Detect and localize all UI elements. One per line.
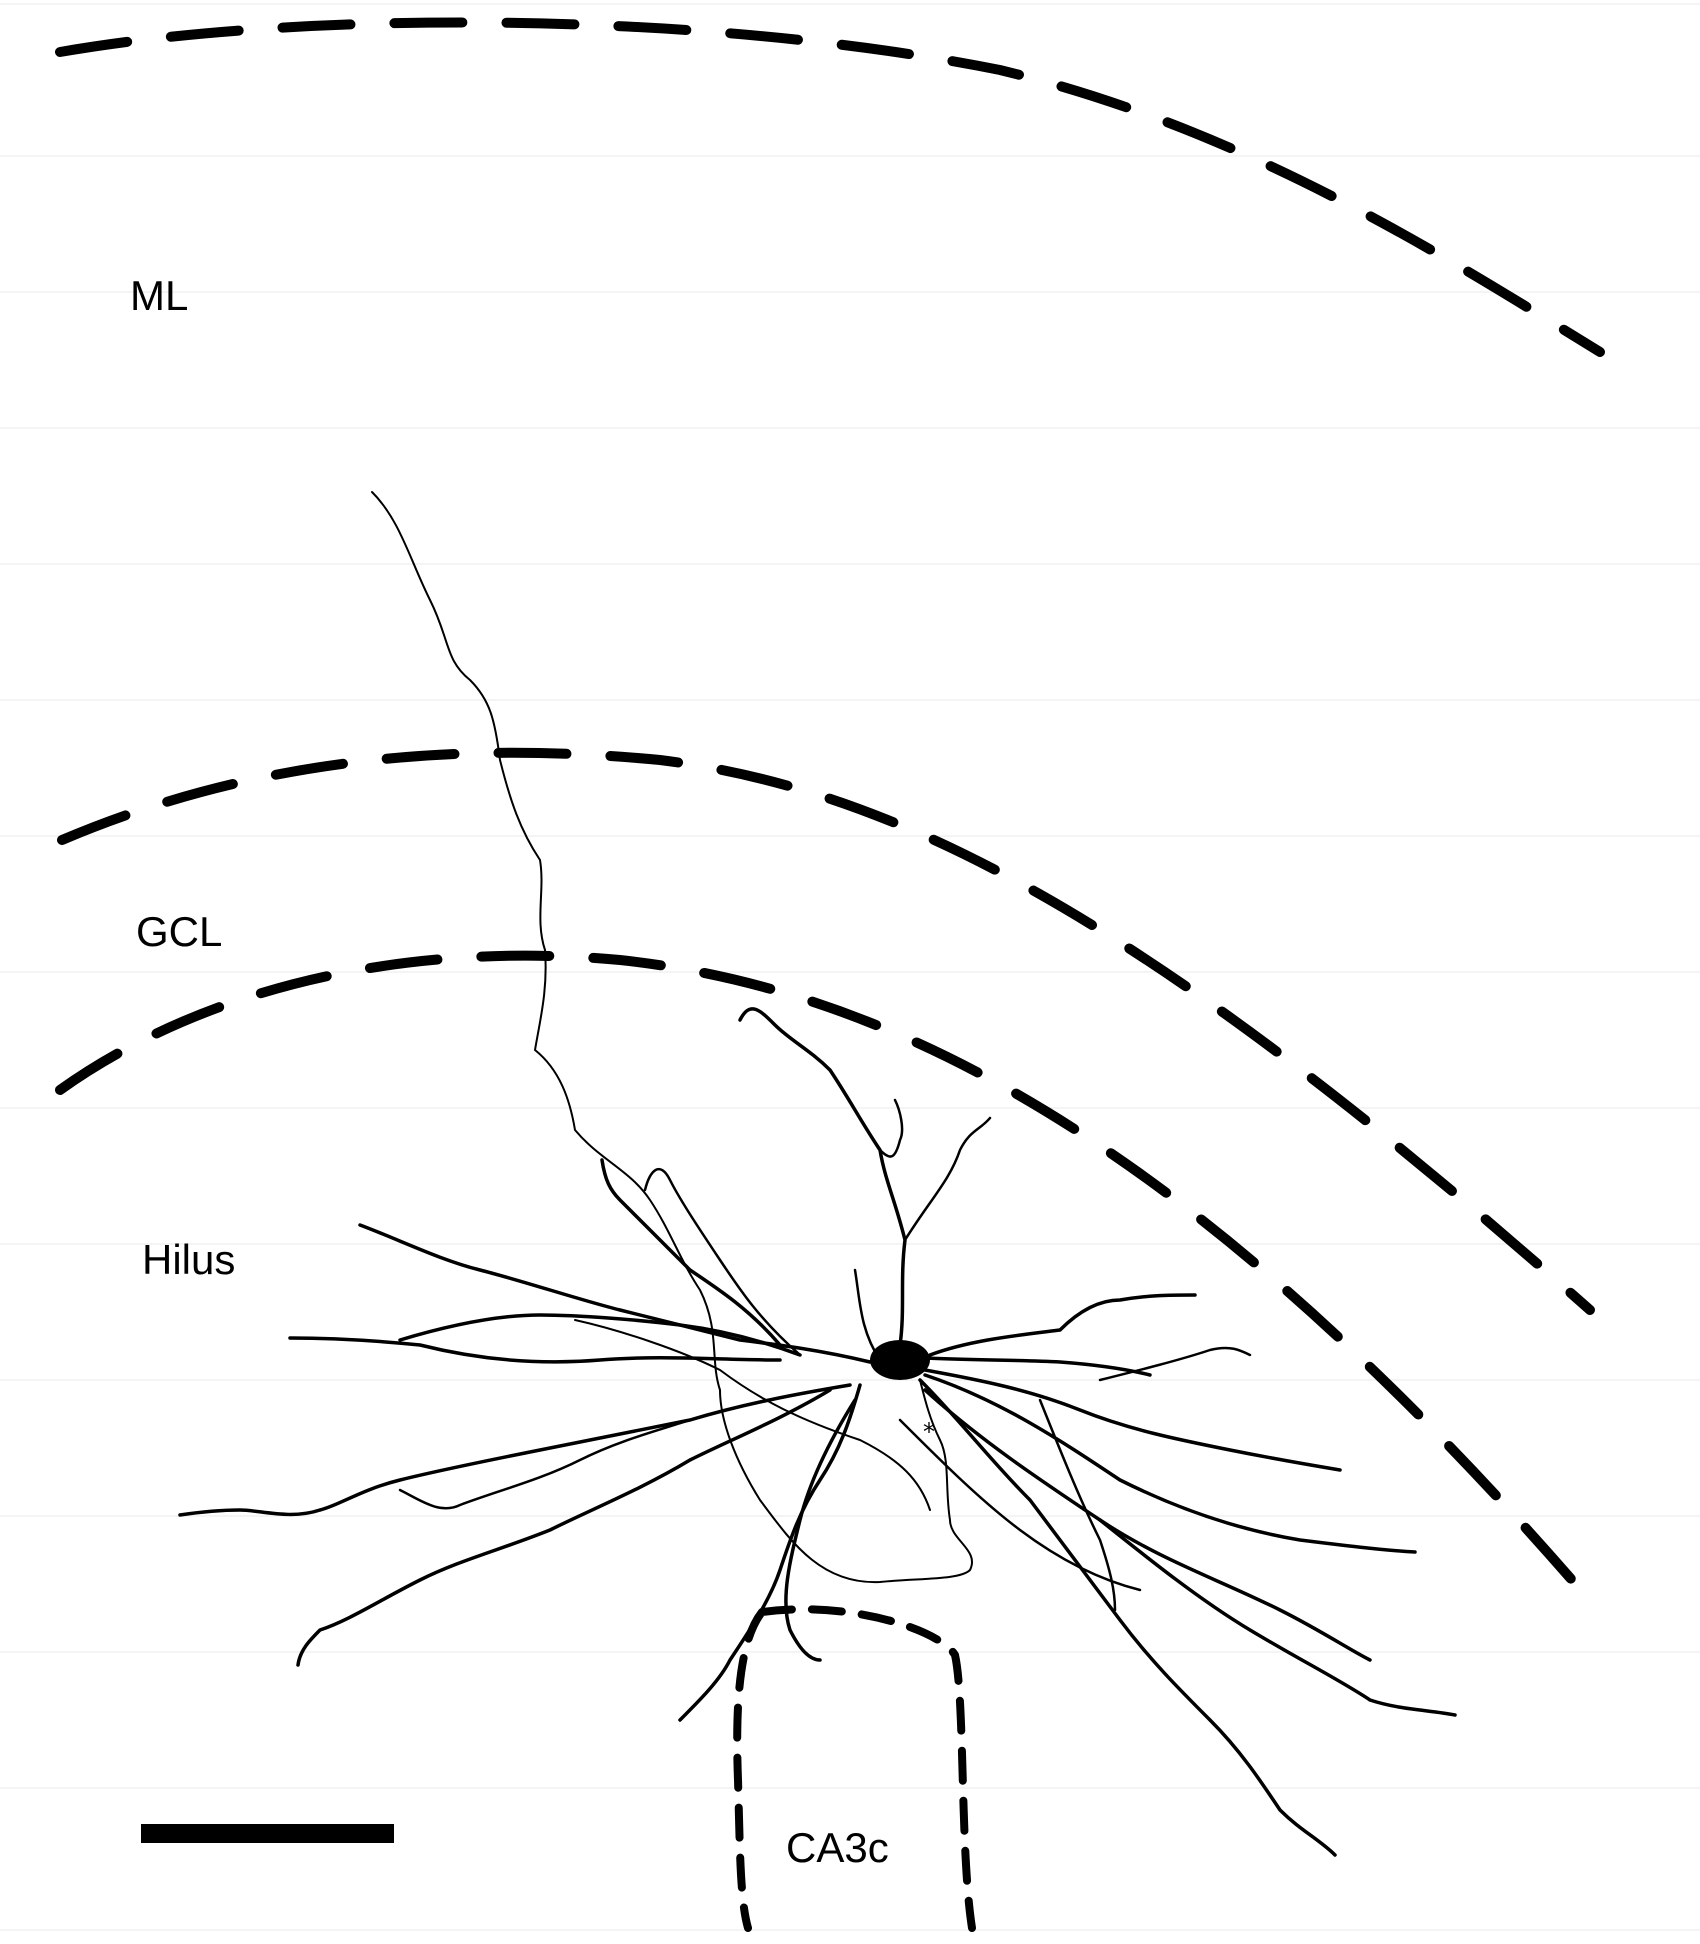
dendrite-upper-left <box>853 1268 882 1362</box>
dendrite-upper-branch <box>903 1116 992 1242</box>
dendrite-left-lower <box>178 1383 852 1517</box>
background-guide-lines <box>0 3 1700 1931</box>
region-label-hilus: Hilus <box>142 1236 235 1283</box>
dendrite-right-rising <box>1098 1346 1252 1382</box>
ml-outer-boundary <box>55 17 1605 357</box>
region-label-ml: ML <box>130 272 188 319</box>
dendrite-right-low <box>898 1418 1142 1592</box>
dendrite-upper-right <box>738 1007 907 1347</box>
dendrite-upper-twig <box>878 1098 904 1158</box>
dendrite-left-upper <box>398 1313 802 1357</box>
dendrite-right-top <box>923 1356 1152 1377</box>
axon <box>371 491 973 1584</box>
dendrite-lower-mid <box>784 1398 857 1662</box>
dendrite-lower-left <box>678 1383 862 1722</box>
dendrite-right-far <box>923 1373 1417 1554</box>
dendrite-right-mid <box>923 1368 1342 1472</box>
dendrite-left-high <box>600 1158 782 1347</box>
dendrite-right-drop <box>918 1378 1337 1857</box>
dendrite-left-spur <box>643 1167 802 1357</box>
dendrite-left-mid <box>288 1336 782 1364</box>
scale-bar <box>141 1824 394 1843</box>
neuron-soma <box>870 1340 930 1380</box>
dendrite-right-tail <box>1098 1518 1457 1717</box>
dendrite-right-branch <box>1038 1398 1117 1612</box>
dendrite-right-upper <box>928 1293 1197 1357</box>
dendrite-left-fan <box>398 1418 692 1510</box>
axon-collateral <box>574 1319 931 1511</box>
ca3c-boundary <box>733 1605 976 1932</box>
neuron-tracing: * <box>178 491 1457 1857</box>
dendrite-left-long <box>296 1388 832 1667</box>
region-label-ca3c: CA3c <box>786 1824 889 1871</box>
dendrite-left-top <box>358 1223 872 1364</box>
gcl-lower-boundary <box>55 950 1590 1600</box>
gcl-upper-boundary <box>57 747 1595 1315</box>
dendrite-right-down <box>923 1388 1372 1662</box>
region-label-gcl: GCL <box>136 908 222 955</box>
soma-marker: * <box>923 1418 935 1446</box>
